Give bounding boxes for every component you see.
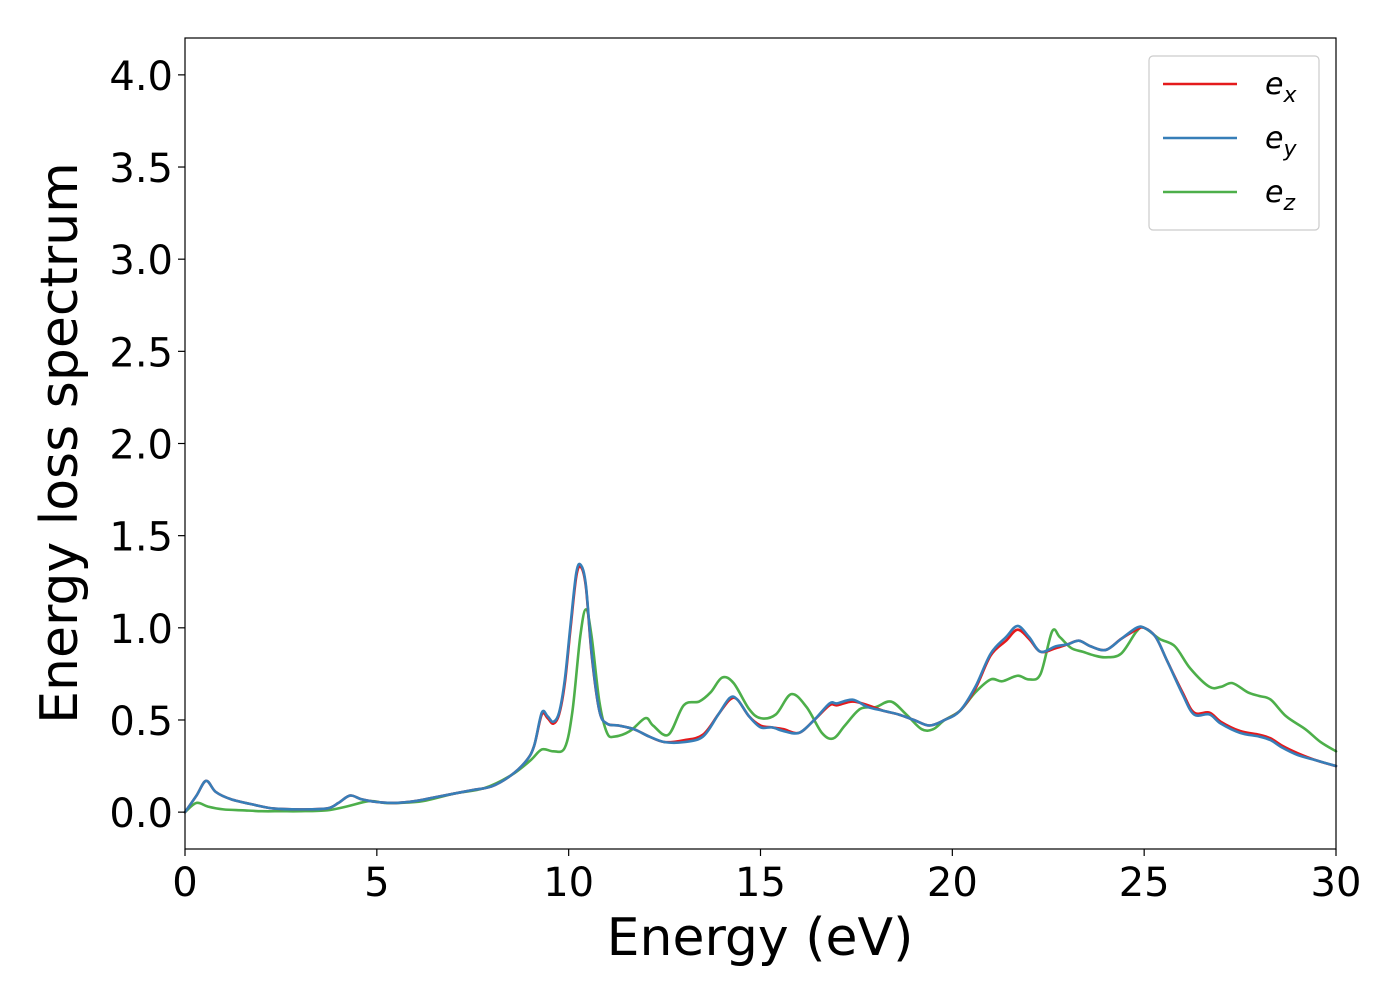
y-tick-label: 2.0 xyxy=(109,423,173,469)
y-tick-label: 4.0 xyxy=(109,54,173,100)
x-tick-label: 10 xyxy=(543,860,594,906)
y-tick-label: 0.5 xyxy=(109,699,173,745)
ticks-layer: 0 5 10 15 20 25 30 0.0 0.5 1.0 1.5 2.0 2.5 3.0 3.5 4.0 xyxy=(109,54,1361,906)
y-tick-label: 2.5 xyxy=(109,330,173,376)
y-tick-label: 3.0 xyxy=(109,238,173,284)
x-tick-label: 20 xyxy=(927,860,978,906)
series-line-ez xyxy=(183,608,1338,814)
y-tick-label: 1.0 xyxy=(109,607,173,653)
x-tick-label: 15 xyxy=(735,860,786,906)
x-tick-label: 0 xyxy=(172,860,197,906)
y-tick-label: 3.5 xyxy=(109,146,173,192)
x-axis-label: Energy (eV) xyxy=(607,908,914,968)
y-axis-label: Energy loss spectrum xyxy=(30,162,90,724)
legend-box xyxy=(1148,55,1320,231)
x-tick-label: 30 xyxy=(1311,860,1362,906)
series-line-ey xyxy=(183,562,1338,814)
y-tick-label: 1.5 xyxy=(109,515,173,561)
x-tick-label: 5 xyxy=(364,860,389,906)
series-line-ex xyxy=(183,564,1338,814)
series-layer xyxy=(183,562,1338,814)
y-tick-label: 0.0 xyxy=(109,791,173,837)
x-tick-label: 25 xyxy=(1119,860,1170,906)
